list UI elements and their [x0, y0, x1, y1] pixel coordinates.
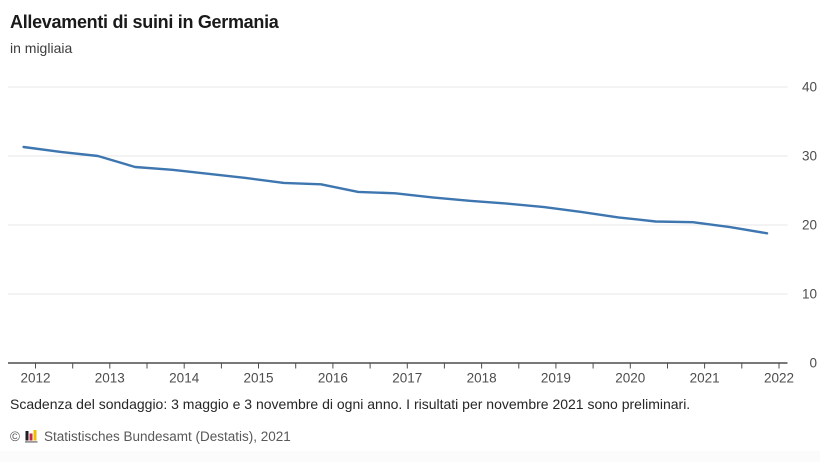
x-axis-label: 2020 — [615, 371, 645, 386]
x-axis-label: 2021 — [690, 371, 720, 386]
destatis-bar-chart-icon — [24, 428, 39, 444]
logo-bar-red — [29, 433, 33, 441]
y-axis-label: 10 — [802, 287, 817, 302]
x-axis-label: 2013 — [95, 371, 125, 386]
x-axis-label: 2022 — [764, 371, 794, 386]
y-axis-label: 40 — [802, 80, 817, 95]
x-axis-label: 2016 — [318, 371, 348, 386]
data-line-pig-farms — [22, 145, 769, 235]
y-axis-label: 30 — [802, 149, 817, 164]
copyright-line: © Statistisches Bundesamt (Destatis), 20… — [10, 428, 291, 444]
copyright-symbol: © — [10, 428, 20, 444]
x-axis-label: 2014 — [169, 371, 200, 386]
logo-bar-yellow — [33, 430, 37, 441]
x-axis-label: 2018 — [467, 371, 497, 386]
x-axis-label: 2012 — [20, 371, 50, 386]
survey-note: Scadenza del sondaggio: 3 maggio e 3 nov… — [10, 396, 691, 412]
logo-base — [24, 441, 38, 443]
y-axis-label: 0 — [809, 356, 817, 371]
chart-subtitle: in migliaia — [10, 40, 73, 56]
copyright-text: Statistisches Bundesamt (Destatis), 2021 — [43, 428, 291, 444]
chart-title: Allevamenti di suini in Germania — [10, 12, 279, 32]
logo-bar-black — [25, 431, 29, 441]
x-axis-label: 2019 — [541, 371, 571, 386]
x-axis-label: 2017 — [392, 371, 422, 386]
bottom-strip — [0, 451, 820, 462]
y-axis-label: 20 — [802, 218, 817, 233]
x-axis-label: 2015 — [243, 371, 273, 386]
